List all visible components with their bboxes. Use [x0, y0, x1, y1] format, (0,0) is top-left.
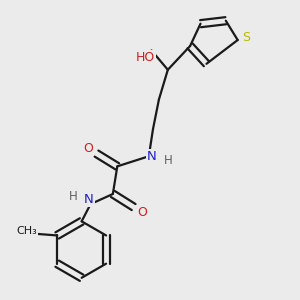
Text: S: S	[27, 224, 35, 237]
Text: N: N	[147, 150, 156, 163]
Text: HO: HO	[136, 51, 155, 64]
Text: O: O	[83, 142, 93, 155]
Text: CH₃: CH₃	[16, 226, 37, 236]
Text: N: N	[84, 193, 94, 206]
Text: S: S	[242, 31, 250, 44]
Text: O: O	[137, 206, 147, 219]
Text: H: H	[69, 190, 78, 203]
Text: H: H	[164, 154, 172, 167]
